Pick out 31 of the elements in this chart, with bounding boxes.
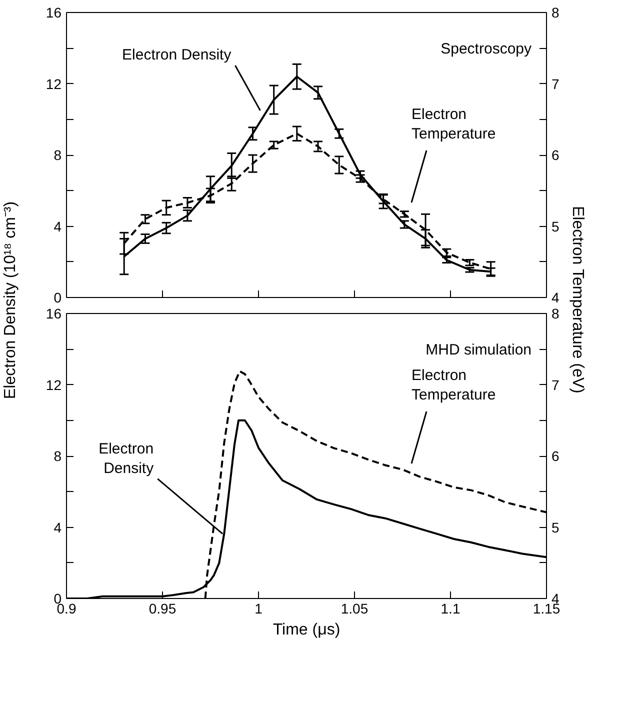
y2-tick-label: 8	[552, 4, 560, 20]
y2-tick-label: 6	[552, 448, 560, 464]
annotation: Spectroscopy	[440, 40, 532, 58]
y2-tick-label: 5	[552, 519, 560, 536]
annotation: Electron Density	[122, 46, 232, 64]
y-tick-label: 8	[54, 147, 62, 163]
annotation: Electron Temperature	[412, 366, 496, 404]
y-axis-title: Electron Density (10¹⁸ cm⁻³)	[1, 201, 20, 399]
y-tick-label: 4	[54, 218, 62, 234]
x-tick-label: 1.05	[340, 600, 368, 616]
annotation: Electron Density	[98, 440, 154, 477]
y2-tick-label: 5	[552, 218, 560, 234]
y-tick-label: 16	[46, 4, 62, 20]
y-tick-label: 4	[54, 519, 62, 536]
x-axis-title: Time (μs)	[272, 622, 340, 638]
x-tick-label: 0.95	[148, 600, 176, 616]
y2-tick-label: 7	[552, 376, 560, 393]
y2-tick-label: 7	[552, 76, 560, 92]
x-tick-label: 1.1	[440, 600, 460, 616]
y2-tick-label: 4	[552, 290, 560, 306]
annotation: Electron Temperature	[412, 106, 496, 142]
y-tick-label: 8	[54, 448, 62, 464]
y2-axis-title: Electron Temperature (eV)	[568, 206, 587, 394]
y-tick-label: 0	[54, 290, 62, 306]
y-tick-label: 16	[46, 306, 62, 322]
y2-tick-label: 6	[552, 147, 560, 163]
y-tick-label: 12	[46, 376, 62, 393]
y-tick-label: 12	[46, 76, 62, 92]
annotation: MHD simulation	[426, 342, 532, 358]
x-tick-label: 1	[254, 600, 263, 616]
y2-tick-label: 8	[552, 306, 560, 322]
